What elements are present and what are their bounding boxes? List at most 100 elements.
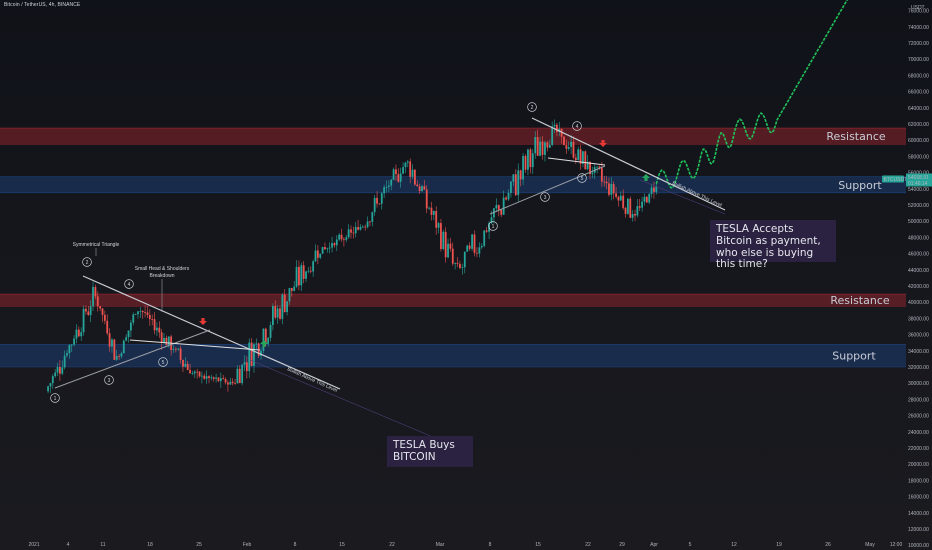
candle-body: [56, 366, 59, 373]
candle-body: [236, 368, 239, 384]
wave-marker-3: [104, 375, 114, 385]
candle-body: [319, 253, 322, 258]
candle-body: [316, 250, 319, 258]
candle-body: [404, 162, 407, 168]
candle-body: [411, 169, 414, 177]
candle-body: [577, 149, 580, 161]
price-tick: 50000.00: [908, 219, 929, 225]
trendline-lower-jan: [54, 329, 211, 389]
candle-body: [541, 141, 544, 155]
time-tick: 8: [294, 542, 297, 548]
wave-label: 4: [576, 124, 579, 130]
price-tick: 18000.00: [908, 478, 929, 484]
candle-body: [75, 329, 78, 339]
arrow-down-icon: [599, 140, 607, 147]
candle-body: [406, 161, 409, 163]
arrow-up-icon: [642, 174, 650, 181]
price-tick: 62000.00: [908, 122, 929, 128]
price-tick: 30000.00: [908, 381, 929, 387]
candle-body: [610, 184, 613, 195]
candle-body: [485, 230, 488, 232]
candle-body: [130, 322, 132, 331]
time-tick: 5: [689, 542, 692, 548]
wave-marker-3: [540, 192, 550, 202]
candle-body: [326, 248, 329, 250]
wave-label: 4: [128, 282, 131, 288]
zone-label-0: Resistance: [826, 130, 886, 143]
candle-body: [544, 142, 546, 155]
price-tick: 66000.00: [908, 90, 929, 96]
candle-body: [376, 197, 378, 204]
candle-body: [354, 227, 357, 234]
candle-body: [106, 320, 109, 334]
candle-body: [442, 231, 445, 250]
candle-body: [634, 214, 636, 216]
candle-body: [534, 136, 537, 154]
wave-label: 1: [54, 396, 57, 402]
candle-body: [645, 196, 648, 203]
candle-body: [468, 245, 471, 249]
candle-body: [165, 337, 168, 346]
candle-body: [425, 189, 428, 209]
candle-body: [288, 288, 291, 302]
candle-body: [163, 337, 165, 343]
price-tick: 64000.00: [908, 106, 929, 112]
candle-body: [466, 245, 469, 252]
candle-body: [151, 319, 154, 320]
candle-body: [73, 338, 75, 345]
candle-body: [144, 312, 146, 313]
candle-body: [312, 261, 315, 272]
zone-resistance-0: [0, 128, 906, 145]
candle-body: [432, 211, 435, 215]
candle-body: [437, 223, 440, 228]
candle-body: [229, 381, 232, 385]
wave-marker-2: [527, 102, 537, 112]
candle-body: [328, 247, 331, 249]
candle-body: [177, 348, 180, 350]
label-symmetrical-triangle: Symmetrical Triangle: [73, 242, 120, 248]
label-small-hs-2: Breakdown: [149, 273, 174, 279]
candle-body: [231, 381, 234, 384]
candle-body: [596, 166, 599, 168]
candle-body: [641, 201, 643, 208]
candle-body: [338, 234, 341, 240]
candle-body: [392, 169, 395, 180]
price-tick: 76000.00: [908, 9, 929, 15]
candle-body: [395, 169, 397, 175]
candle-body: [531, 153, 534, 168]
candle-body: [399, 173, 402, 182]
candle-body: [582, 151, 584, 164]
candle-body: [335, 239, 338, 246]
note-tesla-accepts: TESLA Accepts Bitcoin as payment, who el…: [710, 220, 836, 270]
candle-body: [120, 353, 123, 357]
candle-body: [414, 169, 416, 185]
candle-body: [186, 363, 189, 370]
candle-body: [333, 243, 336, 246]
price-tick: 48000.00: [908, 235, 929, 241]
wave-marker-2: [82, 257, 92, 267]
candle-body: [524, 155, 527, 170]
candle-body: [444, 231, 447, 258]
candle-body: [357, 227, 359, 230]
wave-marker-4: [124, 279, 134, 289]
price-tag-value: 54658.91: [908, 175, 929, 181]
candle-body: [111, 339, 113, 347]
candle-body: [572, 141, 575, 158]
candle-body: [245, 362, 248, 372]
candle-body: [179, 348, 182, 360]
pointer-line-left: [249, 359, 441, 441]
price-tick: 24000.00: [908, 430, 929, 436]
candle-body: [295, 266, 298, 287]
zone-label-3: Support: [832, 350, 876, 363]
candle-body: [108, 333, 111, 347]
candle-body: [80, 332, 83, 337]
trendline-lower-mar: [489, 165, 606, 215]
candle-body: [248, 342, 251, 372]
candle-body: [290, 288, 293, 291]
candle-body: [574, 157, 577, 161]
candle-body: [160, 332, 163, 343]
price-tick: 38000.00: [908, 316, 929, 322]
time-tick: 11: [100, 542, 105, 548]
